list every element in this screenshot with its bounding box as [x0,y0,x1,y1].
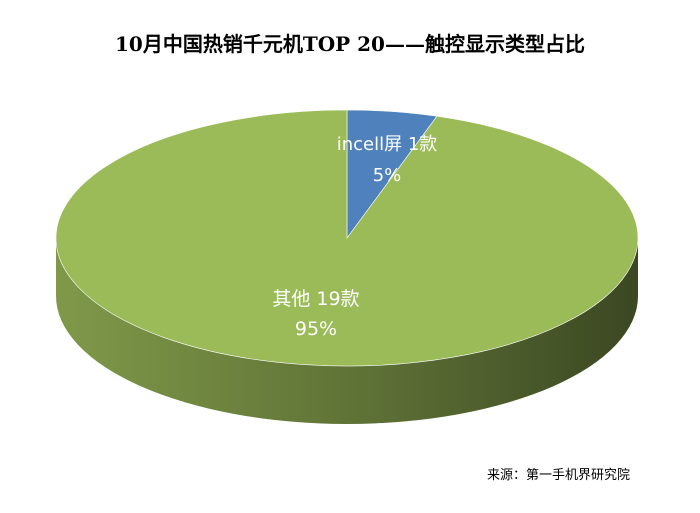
source-note: 来源：第一手机界研究院 [486,468,630,483]
pie-slice-1 [55,109,639,367]
data-label-percent-1: 95% [295,318,337,340]
data-label-percent-0: 5% [373,165,402,186]
pie-slice-side-1 [56,238,638,424]
data-label-category-0: incell屏 1款 [337,134,438,155]
chart-title: 10月中国热销千元机TOP 20——触控显示类型占比 [115,32,585,56]
data-label-category-1: 其他 19款 [272,288,359,310]
